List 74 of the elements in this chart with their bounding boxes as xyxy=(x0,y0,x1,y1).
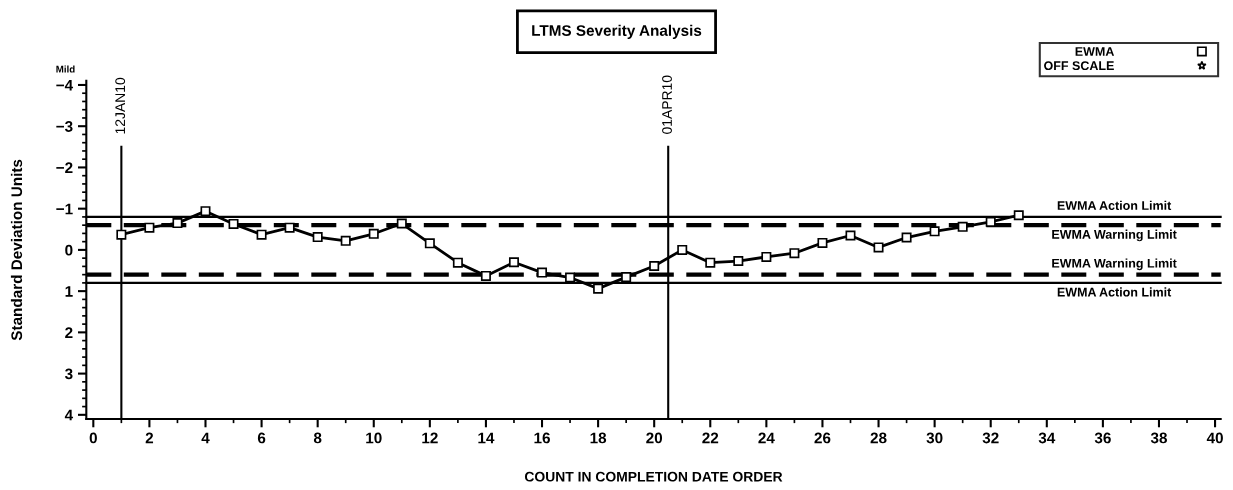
point xyxy=(957,221,968,232)
x-tick-label: 6 xyxy=(257,432,266,444)
point xyxy=(1013,210,1024,221)
x-tick-label: 12 xyxy=(422,432,438,444)
x-tick-label: 22 xyxy=(702,432,719,444)
x-axis-title: COUNT IN COMPLETION DATE ORDER xyxy=(524,471,783,482)
point xyxy=(845,230,856,241)
point xyxy=(649,260,660,271)
x-tick-label: 20 xyxy=(646,432,663,444)
ref-line-label: 01APR10 xyxy=(662,75,672,134)
x-tick-label: 34 xyxy=(1038,432,1056,444)
x-tick-label: 16 xyxy=(534,432,550,444)
point xyxy=(452,257,463,268)
y-tick-label: 2 xyxy=(65,327,73,338)
point xyxy=(901,232,912,243)
point xyxy=(424,238,435,249)
legend-label: OFF SCALE xyxy=(1044,61,1114,71)
x-tick-label: 8 xyxy=(313,432,322,444)
point xyxy=(593,283,604,294)
point xyxy=(705,257,716,268)
ref-line-label: EWMA Action Limit xyxy=(1057,200,1172,210)
x-tick-label: 30 xyxy=(926,432,943,444)
ref-line-label: 12JAN10 xyxy=(115,77,126,134)
x-tick-label: 26 xyxy=(814,432,831,444)
text: Mild xyxy=(56,65,75,73)
point xyxy=(172,218,183,229)
y-tick-label: −4 xyxy=(56,80,74,91)
y-tick-label: 4 xyxy=(64,409,74,421)
point xyxy=(508,257,519,268)
x-tick-label: 14 xyxy=(478,432,495,444)
x-tick-label: 28 xyxy=(870,432,887,444)
y-tick-label: −2 xyxy=(56,162,73,173)
point xyxy=(256,229,267,240)
point xyxy=(228,218,239,229)
point xyxy=(537,267,548,278)
ref-line-label: EWMA Warning Limit xyxy=(1052,229,1177,242)
point xyxy=(761,251,772,262)
point xyxy=(817,237,828,248)
y-tick-label: 3 xyxy=(64,368,73,380)
point xyxy=(340,235,351,246)
point xyxy=(480,270,491,281)
chart-title: LTMS Severity Analysis xyxy=(532,24,702,39)
point xyxy=(873,242,884,253)
point xyxy=(621,272,632,283)
point xyxy=(789,248,800,259)
y-tick-label: 0 xyxy=(65,244,73,256)
point xyxy=(733,256,744,267)
x-tick-label: 10 xyxy=(366,432,382,444)
point xyxy=(200,206,211,217)
ref-line-label: EWMA Action Limit xyxy=(1057,287,1172,297)
x-tick-label: 40 xyxy=(1206,432,1223,444)
x-tick-label: 24 xyxy=(758,432,775,444)
x-tick-label: 2 xyxy=(145,432,154,444)
x-tick-label: 4 xyxy=(201,432,210,444)
x-tick-label: 38 xyxy=(1150,432,1167,444)
text: EWMA xyxy=(1075,47,1115,56)
x-tick-label: 36 xyxy=(1094,432,1111,444)
y-tick-label: −3 xyxy=(56,121,73,132)
ref-line-label: EWMA Warning Limit xyxy=(1052,258,1177,271)
point xyxy=(565,272,576,283)
x-tick-label: 32 xyxy=(982,432,999,444)
point xyxy=(396,218,407,229)
point xyxy=(116,229,127,240)
x-tick-label: 0 xyxy=(89,432,97,444)
x-tick-label: 18 xyxy=(590,432,607,444)
point xyxy=(312,232,323,243)
y-axis-title: Standard Deviation Units xyxy=(10,159,23,341)
point xyxy=(368,228,379,239)
point xyxy=(677,244,688,255)
point xyxy=(284,222,295,233)
point xyxy=(929,226,940,237)
point xyxy=(144,222,155,233)
y-tick-label: 1 xyxy=(65,286,73,297)
y-tick-label: −1 xyxy=(56,203,73,215)
